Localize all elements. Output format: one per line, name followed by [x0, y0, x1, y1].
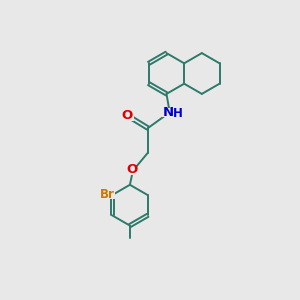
- Bar: [125, 112, 134, 121]
- Text: O: O: [121, 109, 133, 122]
- Text: H: H: [173, 106, 183, 120]
- Text: O: O: [126, 163, 137, 176]
- Bar: [99, 191, 115, 199]
- Text: N: N: [163, 106, 174, 119]
- Bar: [129, 167, 137, 175]
- Text: Br: Br: [99, 188, 114, 201]
- Bar: [162, 108, 177, 116]
